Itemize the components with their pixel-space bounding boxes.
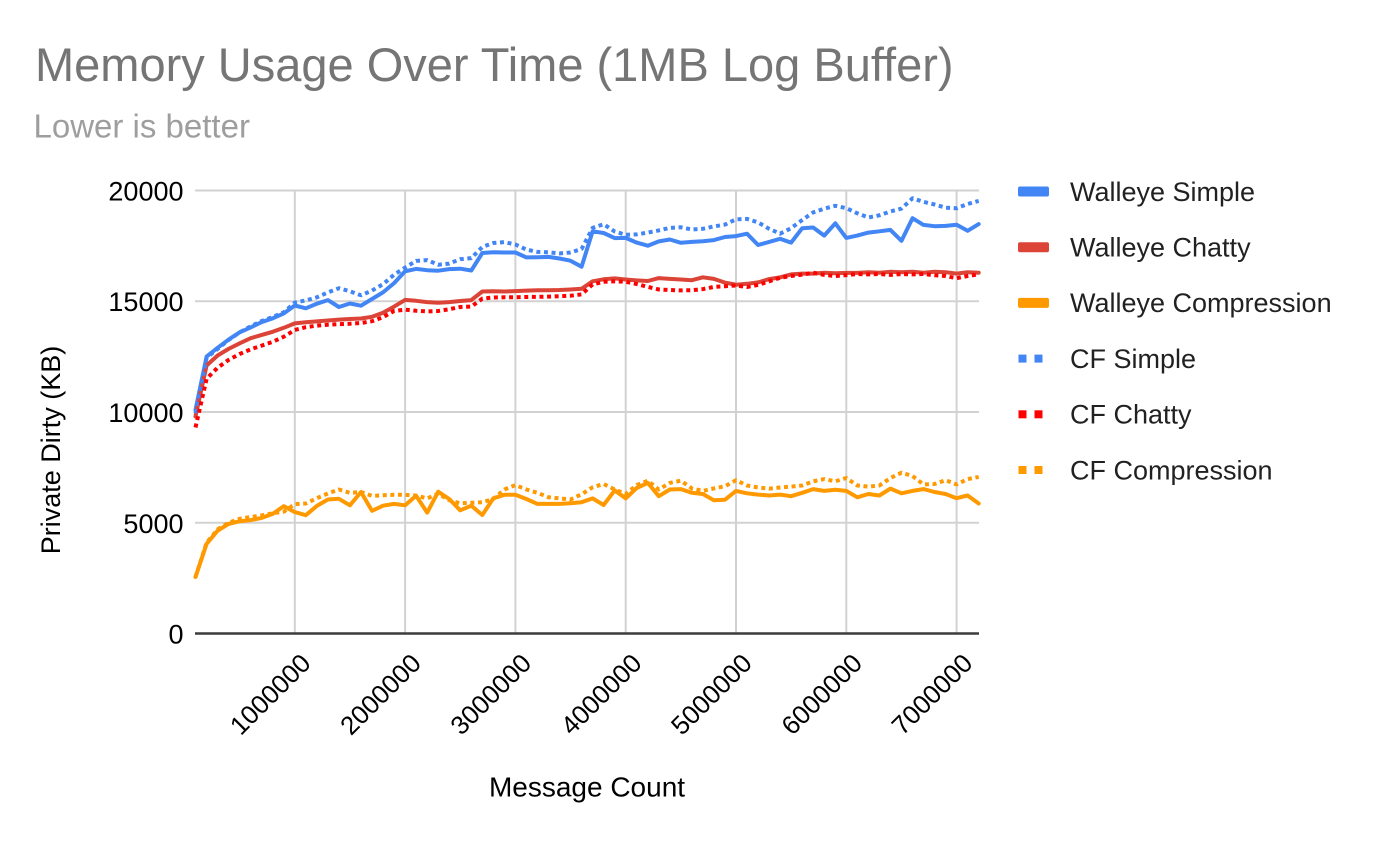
svg-text:Memory Usage Over Time (1MB Lo: Memory Usage Over Time (1MB Log Buffer) <box>35 38 954 91</box>
svg-text:Walleye Chatty: Walleye Chatty <box>1070 233 1251 263</box>
svg-text:3000000: 3000000 <box>444 648 537 741</box>
svg-text:1000000: 1000000 <box>224 648 317 741</box>
svg-text:Lower is better: Lower is better <box>34 108 250 145</box>
svg-text:CF Chatty: CF Chatty <box>1070 400 1192 430</box>
svg-text:4000000: 4000000 <box>555 648 648 741</box>
svg-text:Walleye Compression: Walleye Compression <box>1070 288 1332 318</box>
svg-text:15000: 15000 <box>108 287 183 317</box>
svg-text:Private Dirty (KB): Private Dirty (KB) <box>36 346 66 555</box>
svg-text:5000: 5000 <box>123 509 183 539</box>
svg-text:CF Simple: CF Simple <box>1070 344 1196 374</box>
svg-text:Walleye Simple: Walleye Simple <box>1070 177 1255 207</box>
svg-text:0: 0 <box>168 620 183 650</box>
svg-text:7000000: 7000000 <box>886 648 979 741</box>
svg-text:6000000: 6000000 <box>775 648 868 741</box>
svg-text:Message Count: Message Count <box>489 772 685 803</box>
svg-text:10000: 10000 <box>108 398 183 428</box>
svg-text:20000: 20000 <box>108 177 183 207</box>
svg-text:CF Compression: CF Compression <box>1070 455 1273 485</box>
svg-text:5000000: 5000000 <box>665 648 758 741</box>
svg-text:2000000: 2000000 <box>334 648 427 741</box>
